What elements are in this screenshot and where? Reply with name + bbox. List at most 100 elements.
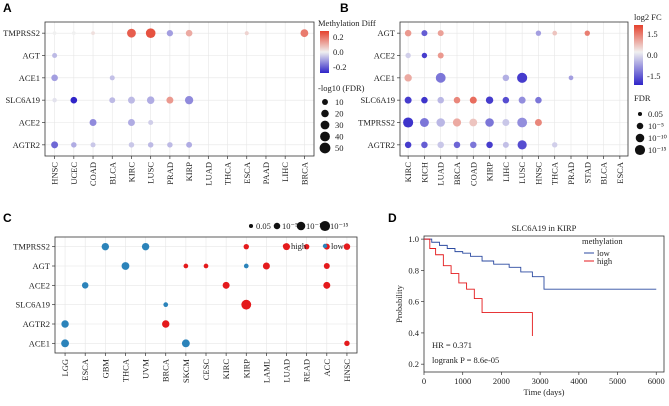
x-tick-label: 2000: [493, 376, 510, 386]
x-tick-label: UCEC: [69, 162, 79, 185]
x-tick-label: LUSC: [146, 162, 156, 184]
data-point: [91, 31, 95, 36]
size-legend-label: 10⁻⁵: [282, 221, 298, 231]
data-point: [405, 52, 411, 59]
x-tick-label: STAD: [582, 162, 592, 184]
size-legend-label: 10: [335, 97, 344, 107]
panel-b-letter: B: [340, 1, 349, 15]
data-point: [453, 141, 461, 149]
data-point: [518, 96, 526, 104]
color-legend-tick: 0.0: [647, 50, 658, 60]
size-legend-dot: [296, 221, 306, 231]
data-point: [437, 30, 444, 37]
data-point: [61, 320, 69, 328]
data-point: [485, 96, 494, 104]
data-point: [185, 29, 193, 37]
data-point: [517, 72, 528, 83]
group-legend-dot: [282, 243, 288, 249]
data-point: [437, 52, 444, 59]
data-point: [469, 96, 477, 104]
y-axis-label: Probability: [394, 284, 404, 323]
data-point: [241, 299, 252, 310]
data-point: [109, 97, 116, 104]
data-point: [502, 119, 510, 126]
x-tick-label: BLCA: [599, 161, 609, 185]
size-legend-label: 40: [335, 132, 344, 142]
size-legend-dot: [322, 99, 328, 105]
data-point: [81, 282, 89, 289]
data-point: [344, 340, 350, 347]
x-tick-label: LIHC: [280, 162, 290, 182]
data-point: [70, 96, 78, 104]
x-tick-label: COAD: [88, 162, 98, 186]
data-point: [51, 74, 58, 82]
y-tick-label: ACE1: [19, 73, 40, 83]
plot-frame: [44, 21, 315, 157]
data-point: [435, 72, 446, 83]
data-point: [437, 141, 444, 149]
size-legend-label: 0.05: [256, 221, 271, 231]
x-tick-label: HNSC: [533, 162, 543, 185]
y-tick-label: AGTR2: [368, 140, 395, 150]
data-point: [51, 141, 59, 149]
x-tick-label: LAML: [261, 359, 271, 383]
y-tick-label: SLC6A19: [361, 95, 395, 105]
x-tick-label: READ: [302, 359, 312, 382]
x-tick-label: BRCA: [452, 161, 462, 185]
data-point: [243, 243, 249, 250]
x-tick-label: ESCA: [615, 161, 625, 184]
x-tick-label: KIRC: [126, 162, 136, 183]
data-point: [404, 29, 412, 37]
data-point: [101, 242, 110, 251]
x-axis-label: Time (days): [523, 387, 564, 397]
data-point: [184, 96, 194, 105]
x-tick-label: LUSC: [517, 162, 527, 184]
data-point: [517, 140, 527, 150]
x-tick-label: ESCA: [242, 161, 252, 184]
x-tick-label: 1000: [454, 376, 471, 386]
data-point: [89, 119, 97, 126]
x-tick-label: KIRP: [184, 162, 194, 182]
data-point: [128, 142, 135, 148]
size-legend-label: 50: [335, 143, 344, 153]
size-legend-title: -log10 (FDR): [318, 83, 365, 93]
data-point: [222, 281, 230, 289]
data-point: [109, 75, 115, 81]
x-tick-label: LIHC: [501, 162, 511, 182]
hazard-ratio: HR = 0.371: [432, 340, 472, 350]
size-legend-label: 30: [335, 120, 344, 130]
size-legend-label: 10⁻⁵: [648, 121, 664, 131]
y-tick-label: 0.6: [408, 297, 419, 307]
x-tick-label: HNSC: [342, 359, 352, 382]
size-legend-dot: [319, 142, 331, 154]
data-point: [502, 74, 510, 82]
y-tick-label: TMPRSS2: [3, 28, 40, 38]
size-legend-label: 10⁻¹⁰: [306, 221, 326, 231]
data-point: [163, 302, 169, 308]
data-point: [323, 281, 331, 289]
y-tick-label: 0.4: [408, 328, 419, 338]
y-tick-label: TMPRSS2: [13, 242, 50, 252]
x-tick-label: THCA: [120, 358, 130, 382]
data-point: [262, 262, 270, 270]
data-point: [203, 263, 209, 269]
x-tick-label: ESCA: [80, 358, 90, 381]
y-tick-label: SLC6A19: [6, 95, 40, 105]
panel-a: A TMPRSS2 AGT ACE1 SLC6A19 ACE2 AGTR2 HNSC UCEC…: [3, 1, 376, 186]
chart-title: SLC6A19 in KIRP: [512, 223, 577, 233]
data-point: [166, 96, 174, 104]
data-point: [485, 118, 494, 127]
data-point: [166, 30, 174, 37]
data-point: [243, 263, 249, 269]
panel-c: C TMPRSS2 AGT ACE2 SLC6A19 AGTR2 ACE1 LGG ESCA G…: [3, 211, 358, 383]
y-tick-label: AGT: [33, 261, 51, 271]
data-point: [121, 262, 130, 270]
x-tick-label: THCA: [223, 161, 233, 185]
data-point: [90, 142, 96, 148]
data-point: [127, 96, 135, 104]
y-tick-label: 0.2: [408, 359, 419, 369]
data-point: [584, 30, 590, 36]
panel-c-letter: C: [3, 211, 12, 225]
data-point: [127, 119, 135, 126]
data-point: [141, 242, 150, 251]
